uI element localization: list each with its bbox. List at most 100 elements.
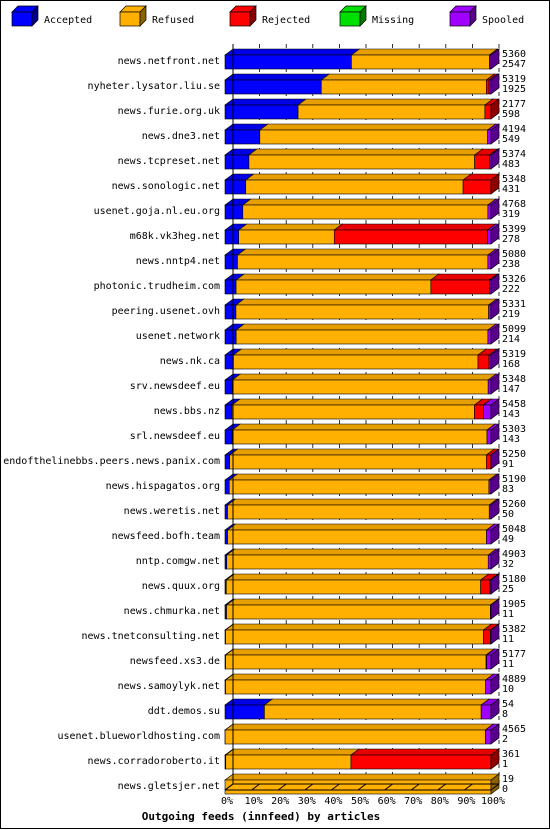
bar-segment-refused: [226, 604, 491, 620]
category-label: usenet.goja.nl.eu.org: [94, 206, 220, 217]
bar-segment-refused: [245, 179, 464, 195]
total-articles-label: 4768: [502, 199, 526, 210]
accepted-articles-label: 278: [502, 234, 520, 245]
bars: [224, 48, 500, 795]
bar-segment-accepted: [224, 429, 233, 445]
bar-segment-accepted: [224, 229, 239, 245]
accepted-articles-label: 483: [502, 159, 520, 170]
bar-row: [224, 548, 500, 570]
bar-segment-top: [258, 123, 497, 131]
bar-row: [224, 723, 500, 745]
category-label: srv.newsdeef.eu: [130, 381, 220, 392]
total-articles-label: 5399: [502, 224, 526, 235]
x-tick-label: 70%: [404, 796, 422, 807]
x-tick: [224, 783, 234, 791]
x-axis: 0% 10% 20% 30% 40% 50% 60% 70% 80% 90% 100%: [221, 44, 505, 807]
bar-row: [224, 598, 500, 620]
accepted-articles-label: 8: [502, 709, 508, 720]
bar-segment-rejected: [350, 754, 492, 770]
legend-item-spooled: Spooled: [449, 5, 524, 27]
bar-side: [490, 223, 500, 245]
accepted-articles-label: 431: [502, 184, 520, 195]
bar-side: [490, 173, 500, 195]
bar-segment-top: [235, 323, 497, 331]
bar-segment-top: [228, 448, 496, 456]
x-tick: [277, 783, 287, 791]
bar-side: [490, 398, 500, 420]
bar-segment-refused: [225, 679, 486, 695]
accepted-articles-label: 2: [502, 734, 508, 745]
accepted-articles-label: 25: [502, 584, 514, 595]
x-tick-label: 0%: [221, 796, 233, 807]
accepted-articles-label: 222: [502, 284, 520, 295]
x-tick: [490, 783, 500, 791]
bar-side: [490, 448, 500, 470]
accepted-articles-label: 10: [502, 684, 514, 695]
legend-swatch-side: [359, 5, 367, 27]
accepted-articles-label: 168: [502, 359, 520, 370]
bar-side: [490, 573, 500, 595]
bar-segment-top: [236, 248, 497, 256]
bar-segment-accepted: [224, 529, 228, 545]
bar-segment-accepted: [224, 204, 244, 220]
category-label: nyheter.lysator.liu.se: [88, 81, 220, 92]
category-label: news.chmurka.net: [124, 606, 220, 617]
category-label: news.corradoroberto.it: [88, 756, 220, 767]
bar-segment-top: [248, 148, 484, 156]
bar-side: [490, 248, 500, 270]
bar-row: [224, 348, 500, 370]
bar-row: [224, 398, 500, 420]
bar-side: [490, 598, 500, 620]
category-label: nntp.comgw.net: [136, 556, 220, 567]
bar-side: [490, 298, 500, 320]
category-label: news.nntp4.net: [136, 256, 220, 267]
bar-row: [224, 523, 500, 545]
bar-segment-accepted: [224, 54, 352, 70]
bar-row: [224, 748, 500, 770]
category-label: news.netfront.net: [118, 56, 220, 67]
total-articles-label: 5382: [502, 624, 526, 635]
bar-segment-rejected: [474, 404, 484, 420]
accepted-articles-label: 143: [502, 409, 520, 420]
bar-segment-refused: [235, 329, 489, 345]
bar-segment-spooled: [486, 429, 492, 445]
bar-segment-top: [235, 298, 498, 306]
category-label: usenet.blueworldhosting.com: [57, 731, 220, 742]
bar-segment-spooled: [487, 554, 492, 570]
total-articles-label: 5319: [502, 74, 526, 85]
accepted-articles-label: 11: [502, 609, 514, 620]
bar-side: [490, 348, 500, 370]
bar-segment-refused: [264, 704, 482, 720]
bar-side: [490, 123, 500, 145]
category-label: news.dne3.net: [142, 131, 220, 142]
bar-segment-refused: [231, 404, 475, 420]
bar-segment-top: [237, 223, 344, 231]
bar-row: [224, 698, 500, 720]
bar-segment-top: [231, 398, 484, 406]
bar-segment-top: [224, 98, 307, 106]
total-articles-label: 5331: [502, 299, 526, 310]
x-tick-label: 20%: [271, 796, 289, 807]
total-articles-label: 4903: [502, 549, 526, 560]
bar-row: [224, 423, 500, 445]
total-articles-label: 5374: [502, 149, 526, 160]
bar-row: [224, 98, 500, 120]
bar-segment-rejected: [477, 354, 490, 370]
bar-segment-accepted: [224, 254, 238, 270]
bar-side: [490, 548, 500, 570]
category-label: newsfeed.xs3.de: [130, 656, 220, 667]
bar-row: [224, 248, 500, 270]
legend-item-rejected: Rejected: [229, 5, 310, 27]
bar-segment-accepted: [224, 329, 237, 345]
bar-row: [224, 673, 500, 695]
legend-swatch: [229, 11, 251, 27]
legend-item-refused: Refused: [119, 5, 194, 27]
total-articles-label: 5099: [502, 324, 526, 335]
bar-segment-top: [231, 373, 498, 381]
bar-segment-accepted: [224, 379, 233, 395]
total-articles-label: 361: [502, 749, 520, 760]
total-articles-label: 5360: [502, 49, 526, 60]
x-tick: [410, 783, 420, 791]
bar-segment-spooled: [488, 304, 492, 320]
bar-segment-rejected: [483, 629, 491, 645]
